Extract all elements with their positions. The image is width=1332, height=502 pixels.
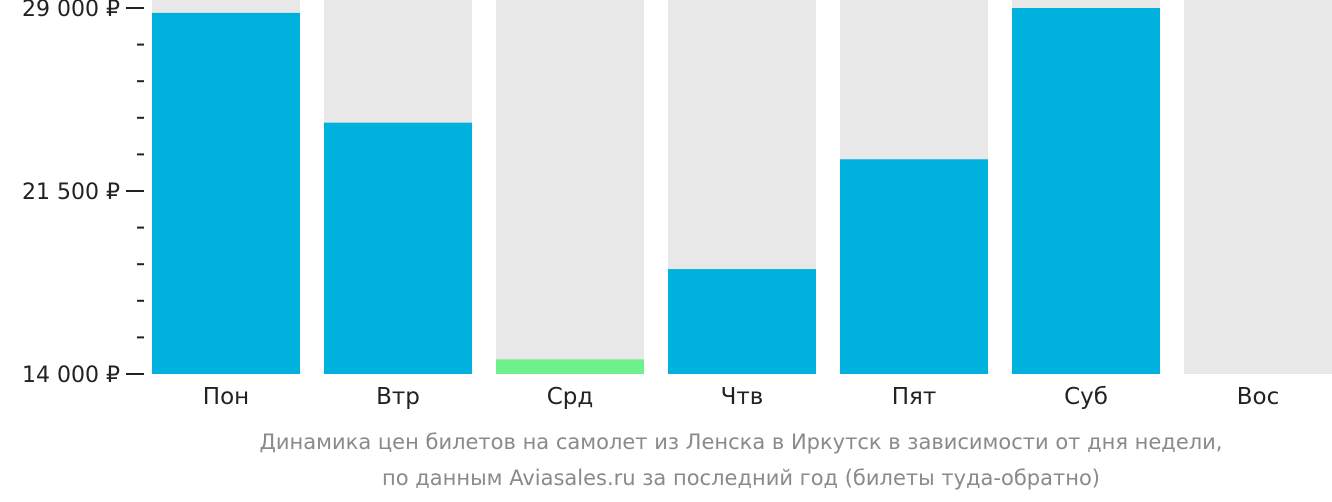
- chart-caption-line-2: по данным Aviasales.ru за последний год …: [382, 466, 1100, 490]
- bar-5: [1012, 8, 1160, 374]
- bar-background-6: [1184, 0, 1332, 374]
- chart-caption-line-1: Динамика цен билетов на самолет из Ленск…: [259, 430, 1223, 454]
- bar-background-2: [496, 0, 644, 374]
- y-axis: 29 000 ₽ 21 500 ₽ 14 000 ₽: [22, 0, 144, 388]
- y-tick-label-2: 14 000 ₽: [22, 363, 120, 388]
- y-tick-label-1: 21 500 ₽: [22, 180, 120, 205]
- bar-2: [496, 359, 644, 374]
- price-by-weekday-chart: 29 000 ₽ 21 500 ₽ 14 000 ₽ Пон Втр Срд Чтв Пят…: [22, 0, 1332, 410]
- x-tick-label-6: Вос: [1237, 384, 1280, 410]
- x-tick-label-3: Чтв: [721, 384, 764, 410]
- x-tick-label-5: Суб: [1064, 384, 1108, 410]
- bars: [152, 8, 1160, 375]
- x-tick-label-4: Пят: [892, 384, 937, 410]
- bar-0: [152, 12, 300, 374]
- bar-1: [324, 122, 472, 375]
- x-tick-label-2: Срд: [547, 384, 594, 410]
- x-tick-label-0: Пон: [203, 384, 249, 410]
- y-tick-label-0: 29 000 ₽: [22, 0, 120, 22]
- x-axis: Пон Втр Срд Чтв Пят Суб Вос: [203, 384, 1279, 410]
- bar-3: [668, 269, 816, 374]
- bar-4: [840, 159, 988, 374]
- x-tick-label-1: Втр: [376, 384, 420, 410]
